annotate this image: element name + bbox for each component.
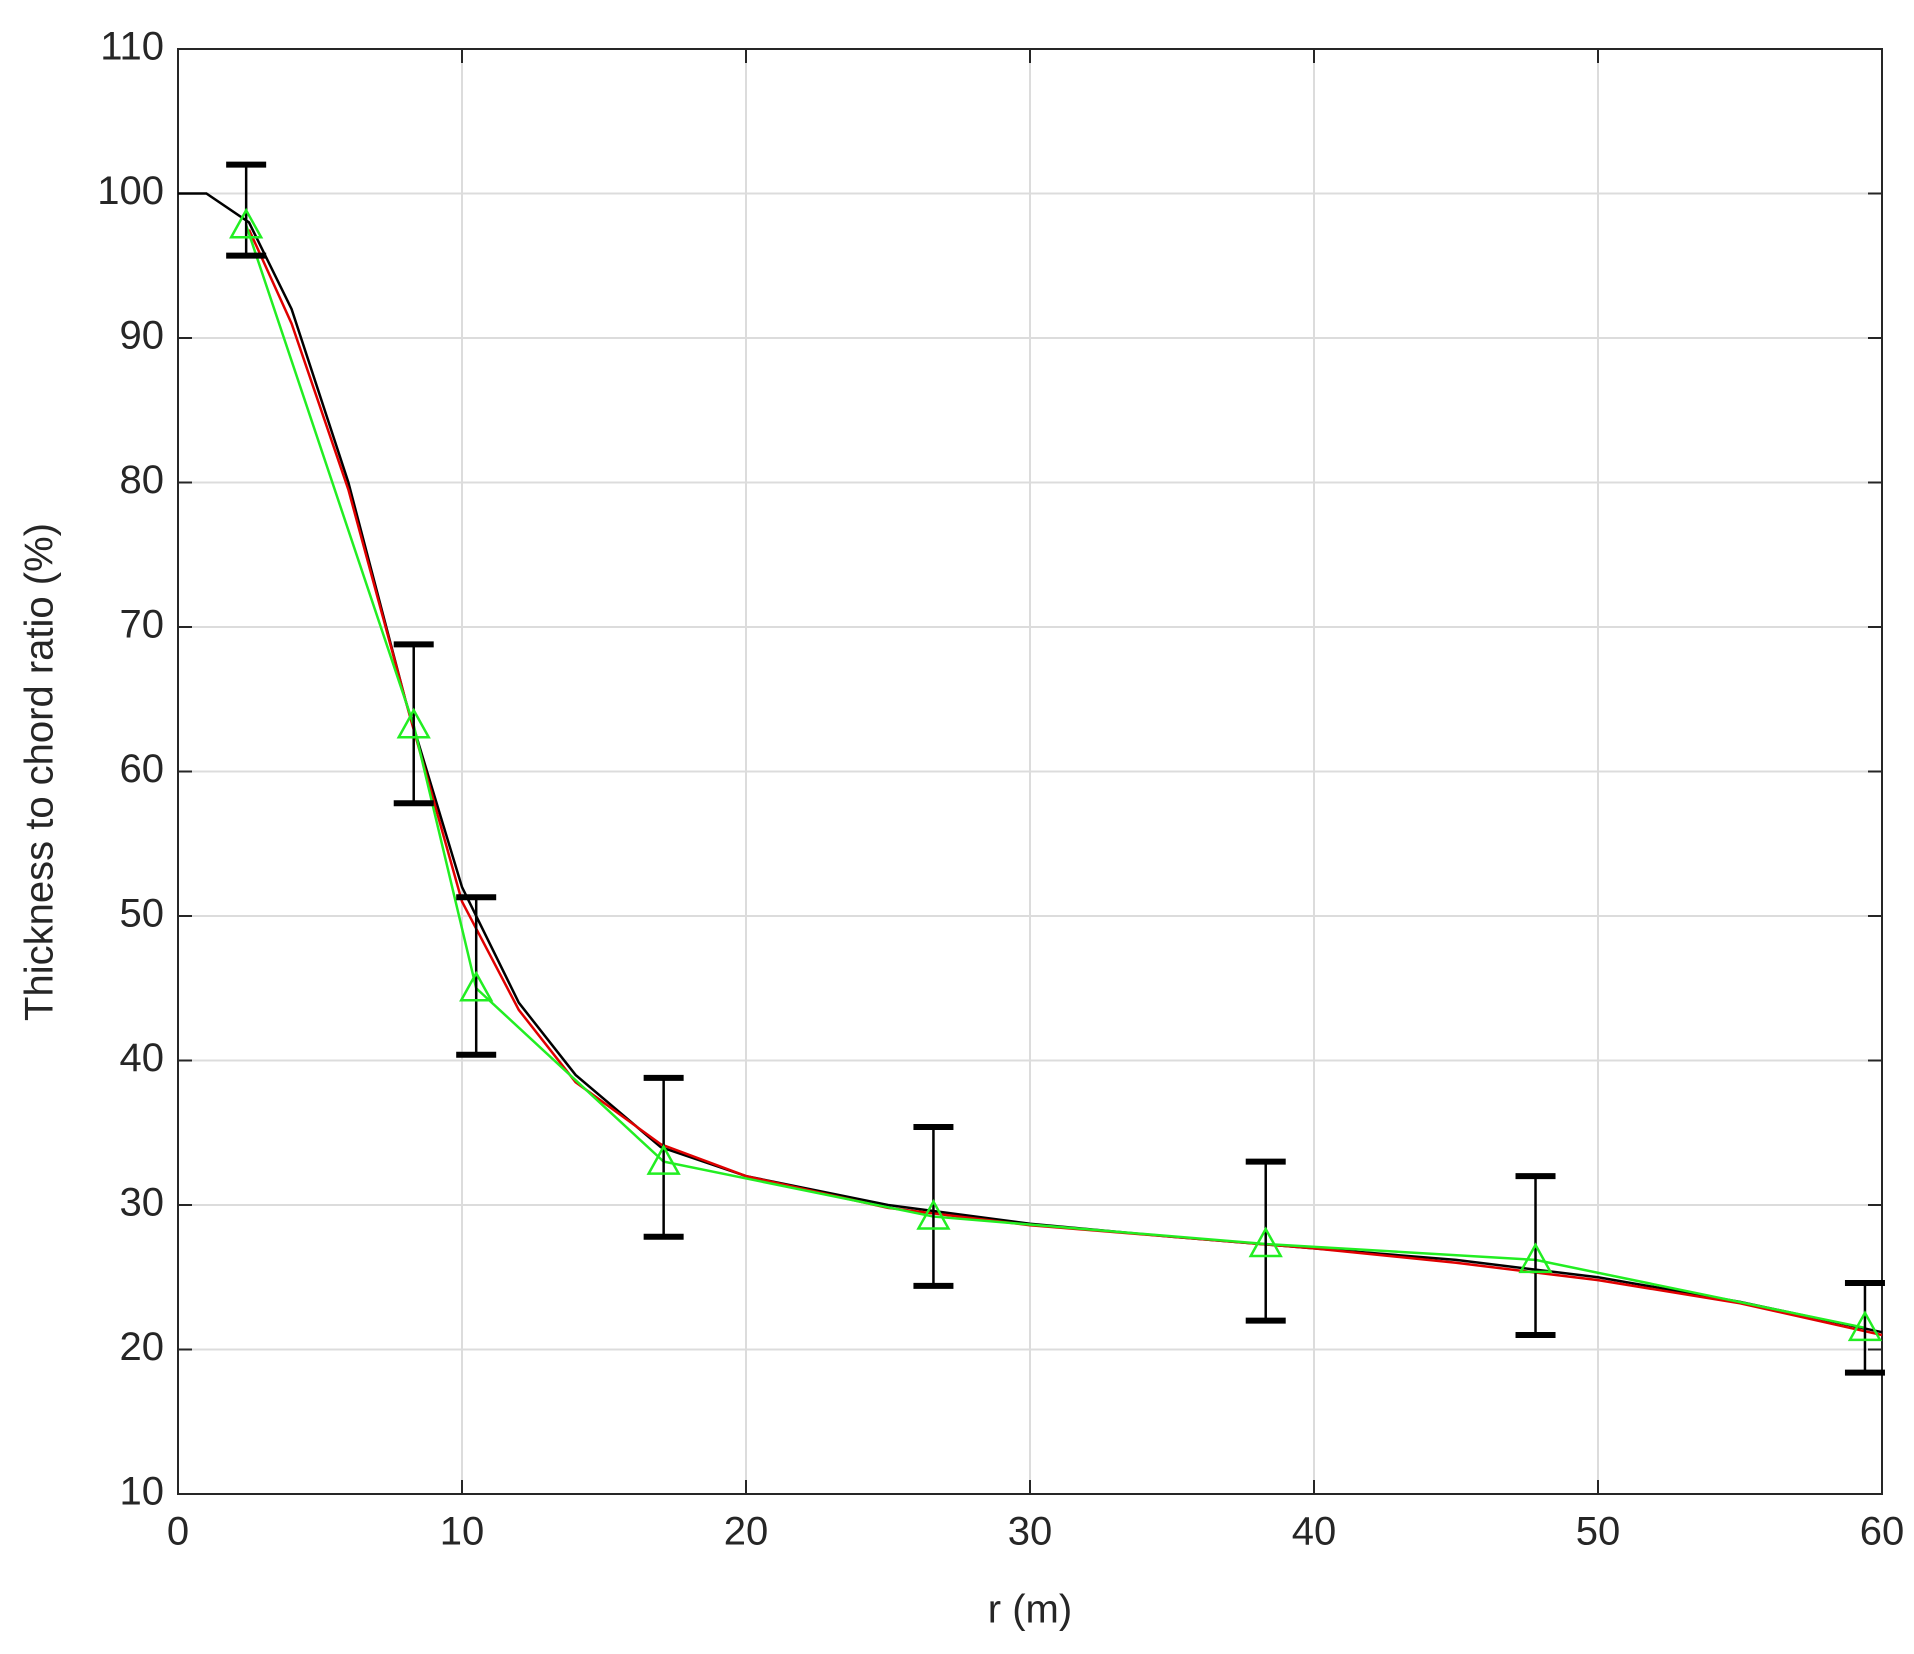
x-tick-label: 10 [440,1510,485,1554]
x-tick-label: 0 [167,1510,189,1554]
marker [1248,1226,1283,1258]
y-tick-label: 30 [120,1181,165,1225]
y-tick-label: 100 [97,169,164,213]
x-tick-label: 20 [724,1510,769,1554]
y-tick-label: 20 [120,1325,165,1369]
series-line [247,229,1883,1337]
y-tick-label: 50 [120,892,165,936]
marker [646,1144,681,1175]
series-line [244,224,1866,1330]
x-tick-label: 30 [1008,1510,1053,1554]
marker [1518,1242,1553,1274]
y-tick-label: 80 [120,458,165,502]
y-tick-label: 40 [120,1036,165,1080]
plot-frame [177,48,1883,1495]
y-tick-label: 110 [100,25,164,69]
x-tick-label: 60 [1860,1510,1905,1554]
marker [1847,1310,1883,1342]
marker [229,207,264,239]
y-tick-label: 10 [120,1470,165,1514]
y-tick-label: 70 [120,603,165,647]
marker [916,1198,951,1230]
series-line [178,192,1883,1334]
marker [459,970,494,1002]
x-tick-label: 40 [1292,1510,1337,1554]
y-tick-label: 60 [120,747,165,791]
x-axis-label: r (m) [988,1588,1072,1632]
x-tick-label: 50 [1576,1510,1621,1554]
marker [396,707,431,739]
y-axis-label: Thickness to chord ratio (%) [18,523,62,1021]
y-tick-label: 90 [120,314,165,358]
